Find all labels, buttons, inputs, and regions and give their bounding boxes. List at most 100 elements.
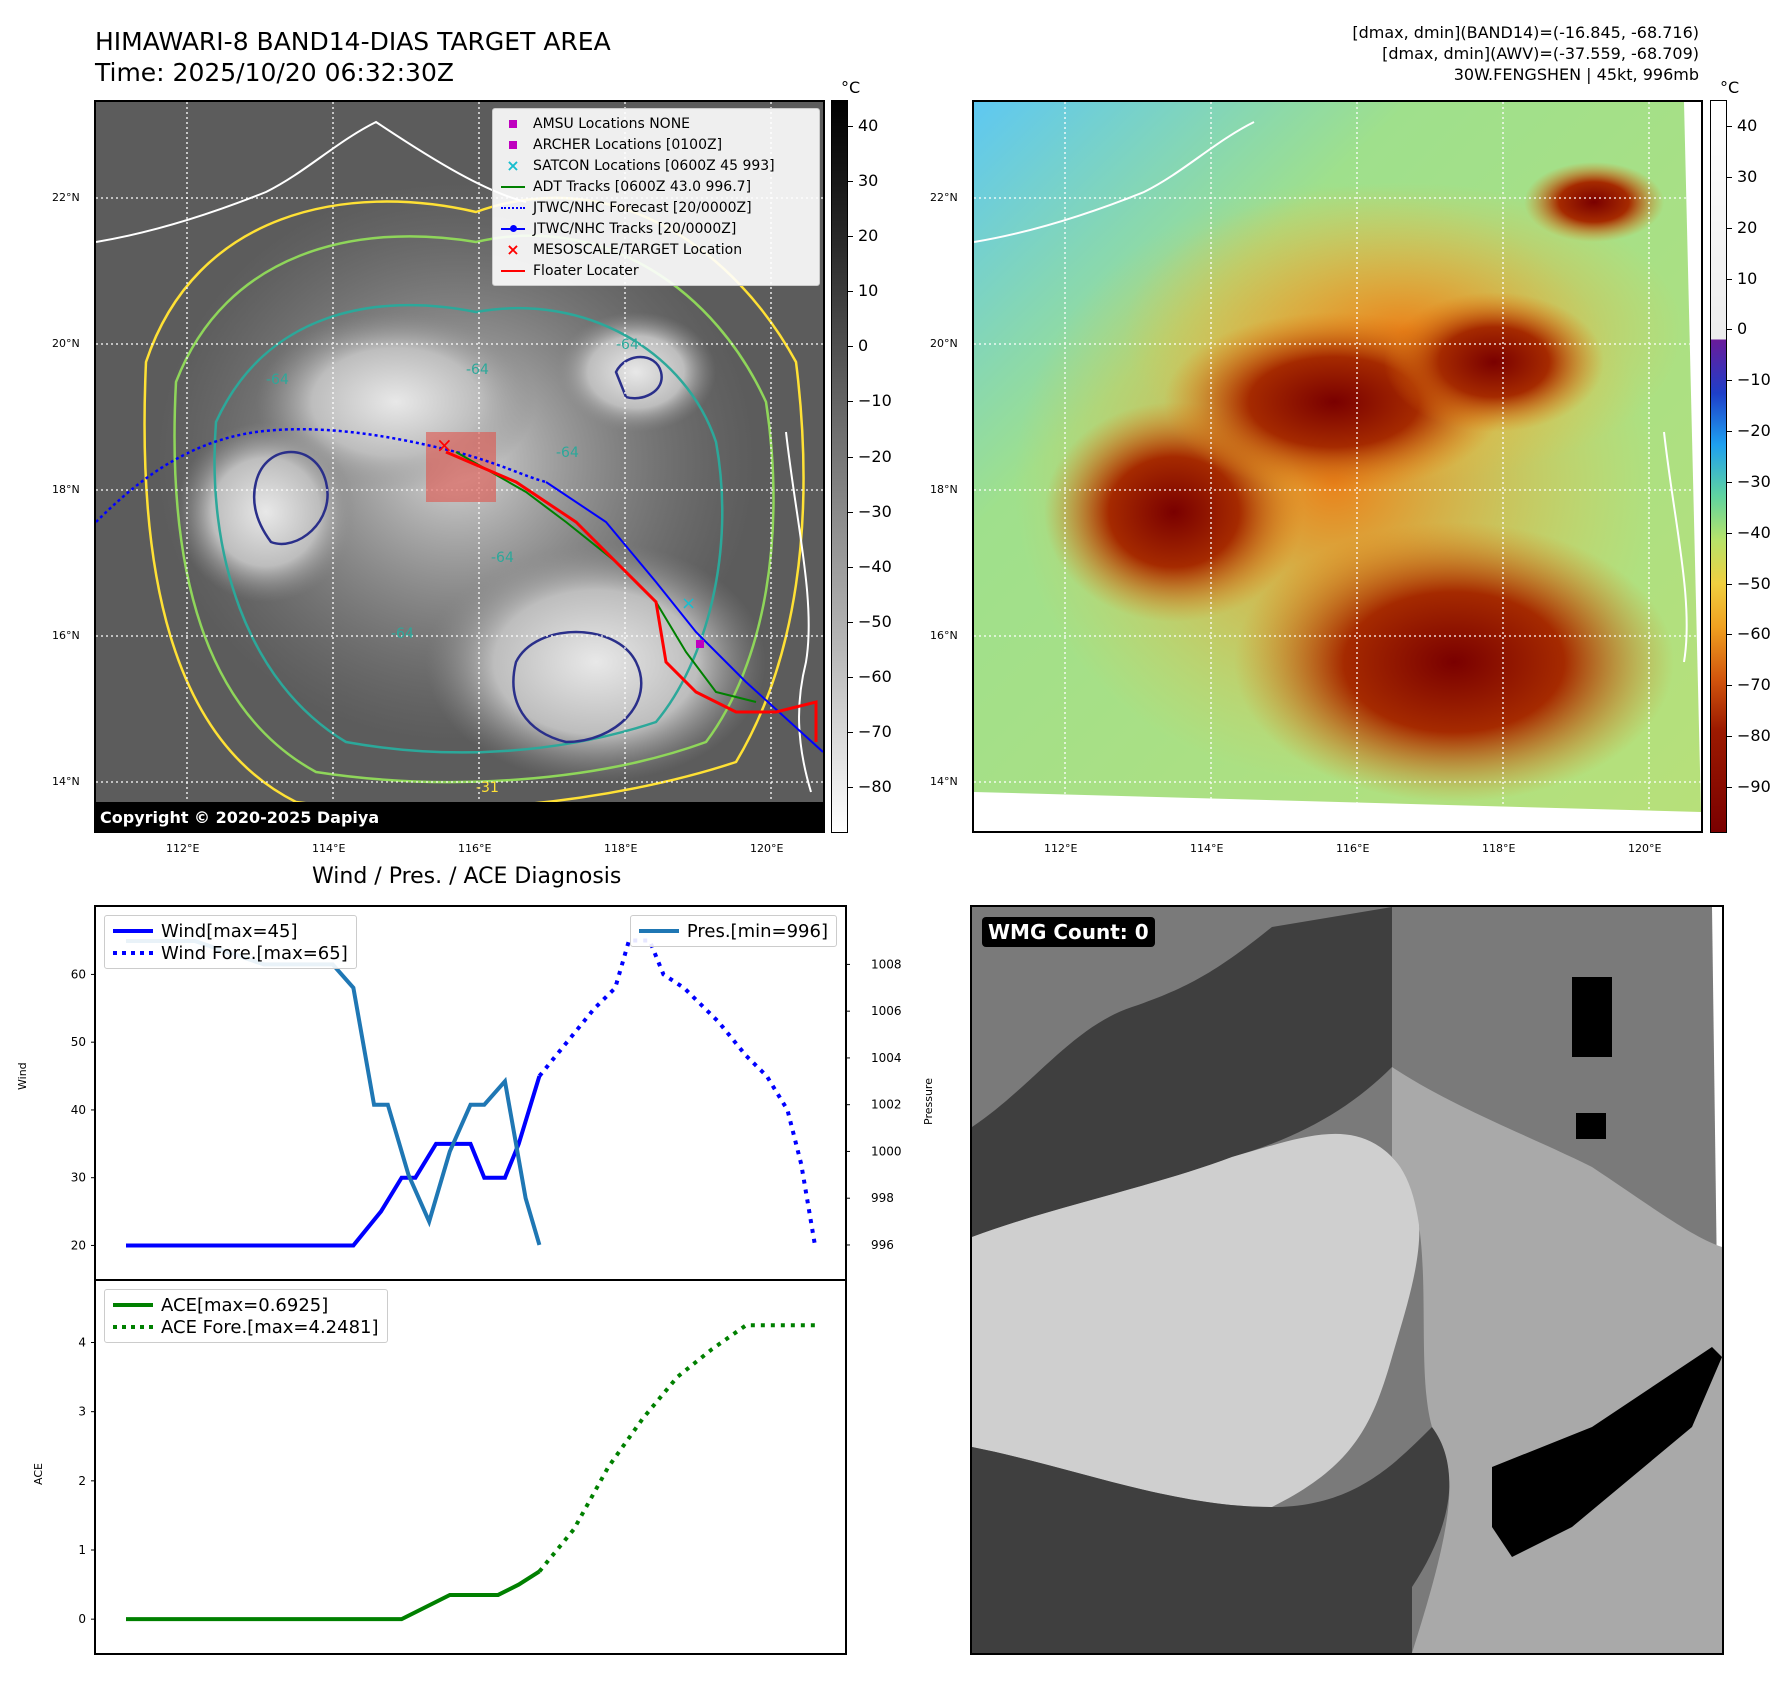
map-legend-row: ADT Tracks [0600Z 43.0 996.7] <box>501 176 811 197</box>
gray-colorbar-tick-label: −80 <box>858 777 892 796</box>
map-legend-symbol <box>501 224 525 232</box>
gray-colorbar-tick-mark <box>848 511 853 513</box>
color-colorbar-tick-label: −50 <box>1737 573 1771 593</box>
map-legend-symbol <box>501 185 525 188</box>
copyright-bar <box>96 802 823 831</box>
ace-fore-legend-label: ACE Fore.[max=4.2481] <box>161 1316 379 1338</box>
contour-teal <box>213 303 724 754</box>
ace-legend: ACE[max=0.6925] ACE Fore.[max=4.2481] <box>104 1289 388 1343</box>
gray-colorbar-tick-mark <box>848 566 853 568</box>
color-colorbar-tick-mark <box>1727 685 1732 687</box>
lat2-label-22: 22°N <box>930 191 958 204</box>
lon2-label-116: 116°E <box>1336 842 1370 855</box>
y2-tick-label: 1000 <box>871 1144 902 1158</box>
color-colorbar-tick-mark <box>1727 583 1732 585</box>
lon-label-120: 120°E <box>750 842 784 855</box>
color-colorbar-unit: °C <box>1720 78 1740 97</box>
wind-legend: Wind[max=45] Wind Fore.[max=65] <box>104 915 357 969</box>
color-colorbar-tick-label: −30 <box>1737 471 1771 491</box>
wmg-black-cell-3 <box>1576 1113 1606 1139</box>
gray-colorbar <box>831 100 848 833</box>
ace-chart: 4 3 2 1 0 ACE[max=0.6925] ACE Fore.[max=4.24… <box>78 1279 847 1655</box>
ace-forecast-line <box>537 1323 815 1573</box>
lat2-label-16: 16°N <box>930 629 958 642</box>
contour-yellow <box>143 196 805 812</box>
color-map-svg <box>974 102 1701 831</box>
contour-label-2: -64 <box>466 362 489 378</box>
wind-pressure-chart: 60 50 40 30 20 1008 1006 1004 1002 1000 998 996 Win… <box>71 905 902 1281</box>
gray-colorbar-tick-label: −50 <box>858 611 892 631</box>
wmg-svg <box>972 907 1722 1653</box>
contour-label-7: -31 <box>476 780 499 796</box>
contour-navy-2 <box>252 450 329 546</box>
map-legend: AMSU Locations NONE ARCHER Locations [010… <box>492 108 820 286</box>
gray-colorbar-tick-label: 20 <box>858 226 879 246</box>
map-legend-symbol <box>501 140 525 149</box>
gray-colorbar-tick-mark <box>848 346 853 348</box>
map-legend-label: AMSU Locations NONE <box>533 115 691 132</box>
color-colorbar-tick-label: −20 <box>1737 421 1771 441</box>
color-colorbar-tick-mark <box>1727 532 1732 534</box>
y2-tick-label: 996 <box>871 1238 894 1252</box>
y-tick-label: 40 <box>71 1103 86 1117</box>
map-legend-label: MESOSCALE/TARGET Location <box>533 241 743 258</box>
wmg-gray-region-east <box>1392 1067 1722 1653</box>
coastline-east-2 <box>1663 431 1688 663</box>
gray-colorbar-unit: °C <box>841 78 861 97</box>
contour-label-1: -64 <box>266 372 289 388</box>
gray-colorbar-tick-mark <box>848 291 853 293</box>
y-tick-label: 4 <box>78 1336 86 1350</box>
target-location-marker: × <box>436 433 453 457</box>
wind-line <box>126 1075 542 1248</box>
gray-colorbar-tick-label: −30 <box>858 501 892 521</box>
lat2-label-14: 14°N <box>930 775 958 788</box>
lat2-label-20: 20°N <box>930 337 958 350</box>
lat-label-18: 18°N <box>52 483 80 496</box>
coastline-north-2 <box>974 121 1255 243</box>
archer-location-marker <box>696 640 704 648</box>
figure-time: Time: 2025/10/20 06:32:30Z <box>95 58 454 87</box>
wind-fore-legend-label: Wind Fore.[max=65] <box>161 942 348 964</box>
color-colorbar-tick-label: −80 <box>1737 726 1771 746</box>
wmg-count-label: WMG Count: 0 <box>982 917 1155 947</box>
ace-legend-swatch <box>113 1303 153 1307</box>
lon2-label-114: 114°E <box>1190 842 1224 855</box>
coastline-north <box>96 120 527 243</box>
gray-colorbar-tick-label: −40 <box>858 556 892 576</box>
gray-colorbar-tick-mark <box>848 787 853 788</box>
gray-colorbar-tick-label: −60 <box>858 666 892 686</box>
color-colorbar-tick-label: −70 <box>1737 675 1771 695</box>
map-legend-label: Floater Locater <box>533 262 639 279</box>
map-legend-label: ADT Tracks [0600Z 43.0 996.7] <box>533 178 752 195</box>
color-colorbar-tick-label: −40 <box>1737 522 1771 542</box>
color-colorbar-tick-mark <box>1727 126 1732 127</box>
ace-line <box>126 1569 541 1622</box>
ir-map-panel: -64 -64 -64 -64 -64 -64 -31 × × Copyrigh… <box>94 100 825 833</box>
lat-label-22: 22°N <box>52 191 80 204</box>
color-colorbar-tick-label: 10 <box>1737 268 1758 288</box>
map-legend-symbol <box>501 269 525 272</box>
contour-lightgreen <box>173 234 775 784</box>
diagnosis-title: Wind / Pres. / ACE Diagnosis <box>312 864 622 889</box>
color-colorbar-tick-mark <box>1727 380 1732 382</box>
gray-colorbar-tick-mark <box>848 236 853 238</box>
map-legend-label: JTWC/NHC Tracks [20/0000Z] <box>533 220 737 237</box>
map-legend-symbol <box>501 119 525 128</box>
gray-colorbar-tick-mark <box>848 126 853 127</box>
gray-colorbar-tick-mark <box>848 621 853 623</box>
map-legend-row: AMSU Locations NONE <box>501 113 811 134</box>
y-tick-label: 3 <box>78 1405 86 1419</box>
contour-label-4: -64 <box>491 550 514 566</box>
map-legend-row: JTWC/NHC Forecast [20/0000Z] <box>501 197 811 218</box>
pressure-legend: Pres.[min=996] <box>629 915 837 947</box>
map-legend-symbol: × <box>506 240 520 259</box>
color-colorbar-tick-mark <box>1727 787 1732 788</box>
ace-axis-label: ACE <box>32 1463 45 1485</box>
lat-label-16: 16°N <box>52 629 80 642</box>
map-legend-row: JTWC/NHC Tracks [20/0000Z] <box>501 218 811 239</box>
y2-tick-label: 1004 <box>871 1051 902 1065</box>
map-legend-row: Floater Locater <box>501 260 811 281</box>
wmg-black-cell-2 <box>1572 977 1612 1057</box>
color-colorbar-tick-label: 0 <box>1737 319 1748 339</box>
wind-axis-label: Wind <box>16 1062 29 1090</box>
